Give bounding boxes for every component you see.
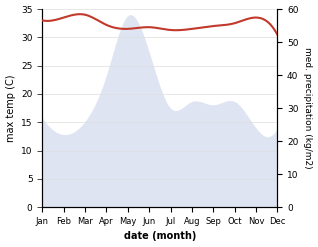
Y-axis label: max temp (C): max temp (C): [5, 74, 16, 142]
X-axis label: date (month): date (month): [124, 231, 196, 242]
Y-axis label: med. precipitation (kg/m2): med. precipitation (kg/m2): [303, 47, 313, 169]
